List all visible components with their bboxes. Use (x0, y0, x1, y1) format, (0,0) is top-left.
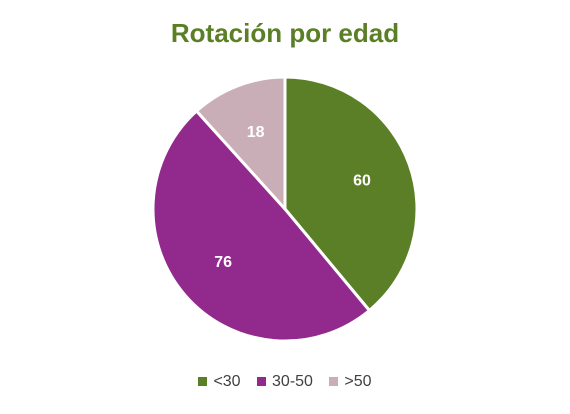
legend-item-under-30: <30 (198, 373, 241, 391)
legend-label-under-30: <30 (213, 373, 241, 390)
pie-slice-over-50 (195, 75, 287, 211)
chart-title: Rotación por edad (170, 18, 400, 48)
pie-slice-30-50 (151, 109, 371, 343)
data-label-under-30: 60 (353, 173, 371, 190)
legend-item-over-50: >50 (329, 373, 372, 391)
legend-label-30-50: 30-50 (272, 373, 313, 390)
pie-slice-under-30 (283, 75, 419, 313)
legend-swatch-over-50 (329, 376, 339, 386)
legend: <30 30-50 >50 (0, 373, 570, 391)
legend-item-30-50: 30-50 (257, 373, 313, 391)
data-label-30-50: 76 (214, 254, 232, 271)
legend-swatch-under-30 (198, 376, 208, 386)
data-label-over-50: 18 (247, 124, 265, 141)
legend-label-over-50: >50 (344, 373, 372, 390)
legend-swatch-30-50 (257, 376, 267, 386)
